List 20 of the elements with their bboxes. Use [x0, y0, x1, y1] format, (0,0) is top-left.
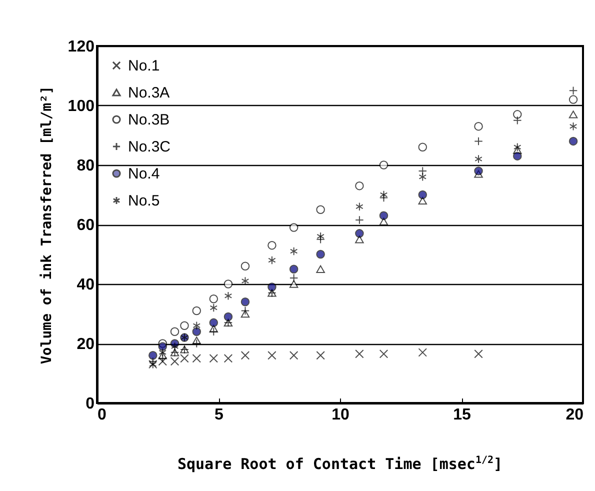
legend-label: No.3A [128, 84, 170, 102]
legend-label: No.5 [128, 192, 160, 210]
y-tick-label: 0 [86, 396, 95, 412]
y-tick-label: 40 [76, 276, 95, 294]
legend-label: No.3B [128, 112, 170, 128]
y-tick-label: 80 [76, 158, 95, 174]
legend-label: No.1 [128, 58, 160, 74]
x-tick-label: 20 [566, 406, 584, 424]
x-axis-title: Square Root of Contact Time [msec$^{1/2}$] [176, 455, 504, 473]
y-axis-title: Volume of ink Transferred [ml/m²] [38, 86, 55, 364]
y-tick-label: 20 [76, 336, 95, 353]
legend-label: No.4 [128, 166, 160, 182]
y-tick-label: 120 [68, 38, 95, 56]
legend-label: No.3C [128, 138, 171, 156]
x-tick-label: 5 [214, 406, 224, 424]
y-tick-label: 60 [76, 217, 95, 234]
y-tick-label: 100 [68, 98, 95, 115]
x-tick-label: 15 [453, 406, 471, 424]
x-tick-label: 10 [332, 406, 350, 424]
x-tick-label: 0 [98, 406, 106, 424]
